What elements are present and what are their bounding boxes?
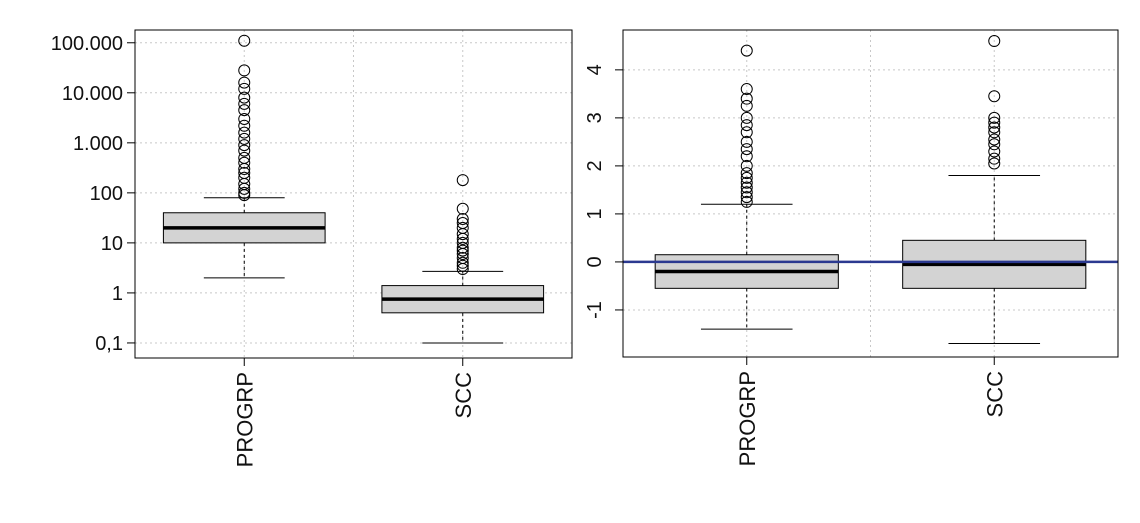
outlier [238,156,251,169]
outlier [988,152,1001,165]
outlier [456,256,469,269]
outlier [740,83,753,96]
outlier [988,111,1001,124]
outlier [740,99,753,112]
outlier [238,91,251,104]
plot-frame [622,29,1119,358]
outlier [456,259,469,272]
outlier [740,119,753,132]
y-tick-label: 10.000 [62,83,123,105]
outlier [238,76,251,89]
outlier [238,119,251,132]
y-tick-label: -1 [584,301,606,319]
outlier [456,174,469,187]
outlier [238,112,251,125]
outlier [456,241,469,254]
outlier [740,167,753,180]
outlier [740,135,753,148]
y-tick-label: 10 [101,233,123,255]
outlier [456,202,469,215]
y-tick-label: 3 [584,112,606,123]
outlier [740,150,753,163]
y-tick-label: 100.000 [51,33,123,55]
x-tick-label: SCC [982,371,1007,418]
outlier [988,157,1001,170]
x-tick-label: SCC [451,372,476,419]
outlier [238,64,251,77]
outlier [456,236,469,249]
y-tick-label: 2 [584,160,606,171]
outlier [740,126,753,139]
outlier [456,221,469,234]
outlier [740,92,753,105]
outlier [238,126,251,139]
y-tick-label: 1 [112,283,123,305]
outlier [988,90,1001,103]
outlier [238,139,251,152]
outlier [740,186,753,199]
outlier [988,121,1001,134]
outlier [238,82,251,95]
outlier [740,191,753,204]
outlier [238,97,251,110]
outlier [456,251,469,264]
outlier [238,34,251,47]
outlier [238,144,251,157]
plot-frame [134,29,573,359]
outlier [740,195,753,208]
y-tick-label: 100 [90,183,123,205]
outlier [740,143,753,156]
outlier [238,132,251,145]
y-tick-label: 4 [584,64,606,75]
outlier [740,44,753,57]
y-tick-label: 0 [584,256,606,267]
outlier [238,166,251,179]
outlier [988,145,1001,158]
x-tick-label: PROGRP [735,371,760,466]
outlier [740,171,753,184]
outlier [456,244,469,257]
outlier [988,133,1001,146]
outlier [740,159,753,172]
outlier [456,213,469,226]
y-tick-label: 0,1 [95,333,123,355]
outlier [238,151,251,164]
outlier [988,35,1001,48]
y-tick-label: 1 [584,208,606,219]
outlier [740,111,753,124]
outlier [238,104,251,117]
outlier [988,138,1001,151]
outlier [456,216,469,229]
outlier [238,171,251,184]
y-tick-label: 1.000 [73,133,123,155]
outlier [988,116,1001,129]
outlier [740,181,753,194]
x-tick-label: PROGRP [232,372,257,467]
outlier [238,186,251,199]
outlier [740,176,753,189]
outlier [988,126,1001,139]
